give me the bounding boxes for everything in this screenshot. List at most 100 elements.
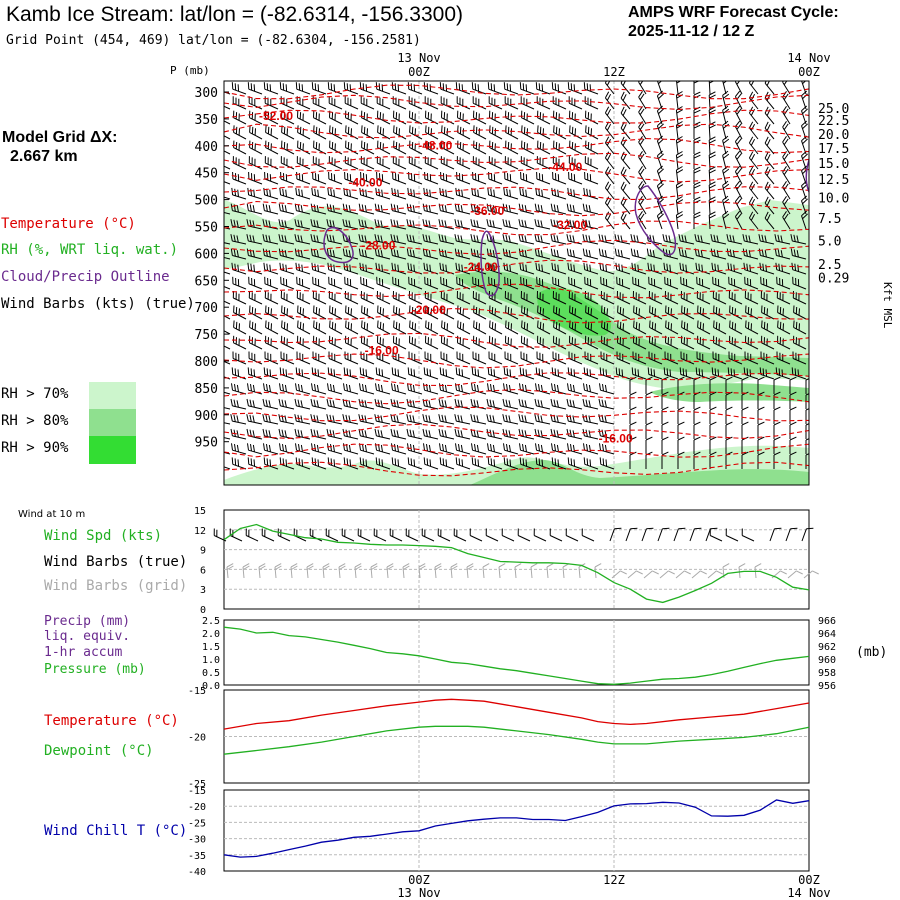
wind-barb — [534, 428, 551, 440]
wind-barb — [281, 110, 295, 125]
wind-barb — [313, 125, 327, 140]
wind-barb — [265, 320, 279, 335]
pressure-label: Pressure (mb) — [44, 662, 146, 677]
isotherm-label: -48.00 — [418, 139, 452, 153]
wind-barb — [293, 528, 307, 542]
wind-barb — [536, 290, 551, 305]
wind-barb — [790, 234, 807, 245]
wind-barb — [295, 82, 311, 95]
wind-barb — [456, 290, 471, 305]
wind-barb — [805, 453, 809, 469]
wind-barb — [734, 165, 743, 185]
cloud-outline-1 — [323, 227, 354, 264]
wind-barb — [741, 406, 749, 424]
wind-barb — [567, 457, 583, 470]
wind-barb — [569, 140, 583, 155]
wind-barb — [743, 262, 759, 275]
wind-barb — [725, 421, 733, 439]
wind-barb — [775, 367, 791, 380]
wind-barb — [454, 248, 471, 260]
wind-barb — [359, 443, 375, 455]
wind-barb — [535, 82, 551, 95]
wind-barb — [534, 248, 551, 260]
wind-barb — [633, 320, 647, 335]
wind-barb — [278, 398, 295, 410]
wind-barb — [327, 187, 343, 200]
wind-barb — [519, 367, 535, 380]
wind-barb — [438, 234, 455, 245]
wind-barb — [370, 563, 378, 579]
pressure-tick-label: 800 — [195, 355, 218, 370]
wind-barb — [279, 82, 295, 95]
wind-barb — [470, 234, 487, 245]
wind-barb — [473, 125, 487, 140]
wind-barb — [375, 383, 391, 395]
wind-barb — [374, 248, 391, 260]
wind-barb — [734, 90, 743, 110]
wind-barb — [310, 248, 327, 260]
wind-barb — [678, 248, 695, 260]
wind-barb — [553, 305, 567, 320]
wind-barb — [466, 563, 474, 579]
pressure-tick-label: 962 — [818, 642, 836, 653]
wind-barb — [393, 305, 407, 320]
wind-barb — [311, 367, 327, 380]
wind-barb — [471, 367, 487, 380]
wind-barb — [328, 96, 343, 110]
wind-barb — [407, 383, 423, 395]
wind-barb — [377, 110, 391, 125]
model-grid-label: Model Grid ΔX: — [2, 129, 118, 146]
wind-barb — [598, 428, 615, 440]
chill-tick-label: -35 — [188, 851, 206, 862]
wind-barb — [375, 457, 391, 470]
wind-barb — [486, 428, 503, 440]
wind-barb — [581, 528, 595, 542]
wind-barb — [406, 234, 423, 245]
wind-barb — [665, 320, 679, 335]
wind-barb — [677, 406, 685, 424]
wind-barb — [358, 248, 375, 260]
wind-barb — [230, 219, 247, 230]
wind-barb — [609, 527, 622, 542]
wind-barb — [504, 351, 519, 365]
wind-barb — [673, 527, 686, 542]
isotherm-label: -16.00 — [599, 431, 633, 445]
wind-barb — [748, 211, 759, 230]
precip-liq-label: liq. equiv. — [44, 629, 131, 644]
wind-barb — [438, 398, 455, 410]
precip-tick-label: 0.0 — [202, 681, 220, 692]
wind-barb — [629, 451, 637, 469]
wind-barb — [501, 528, 515, 542]
wind-barb — [343, 367, 359, 380]
wind-barb — [625, 527, 638, 542]
wind-barb — [311, 82, 327, 95]
pressure-tick-label: 500 — [195, 194, 218, 209]
wind-barb — [310, 234, 327, 245]
wind-barb — [534, 414, 551, 425]
pressure-tick-label: 550 — [195, 221, 218, 236]
wind-barb — [691, 570, 707, 579]
wind-barb — [773, 436, 781, 454]
wind-barb — [423, 367, 439, 380]
wind-barb — [242, 563, 250, 579]
wind-barb — [247, 443, 263, 455]
wind-barb — [226, 563, 234, 579]
wind-barb — [745, 335, 759, 350]
wind-barb — [662, 234, 679, 245]
wind-barb — [310, 398, 327, 410]
wind-barb — [536, 96, 551, 110]
wind-barb — [537, 305, 551, 320]
wind-barb — [246, 219, 263, 230]
wind-barb — [550, 219, 567, 230]
wind-barb — [604, 166, 615, 185]
wind-barb — [534, 234, 551, 245]
wind-barb — [390, 428, 407, 440]
wind-barb — [295, 383, 311, 395]
wind-barb — [344, 351, 359, 365]
wind-barb — [803, 570, 819, 579]
wind-barb — [454, 219, 471, 230]
wind-barb — [441, 320, 455, 335]
wind-barb — [247, 187, 263, 200]
wind-barb — [615, 367, 631, 380]
wind-barb — [665, 305, 679, 320]
